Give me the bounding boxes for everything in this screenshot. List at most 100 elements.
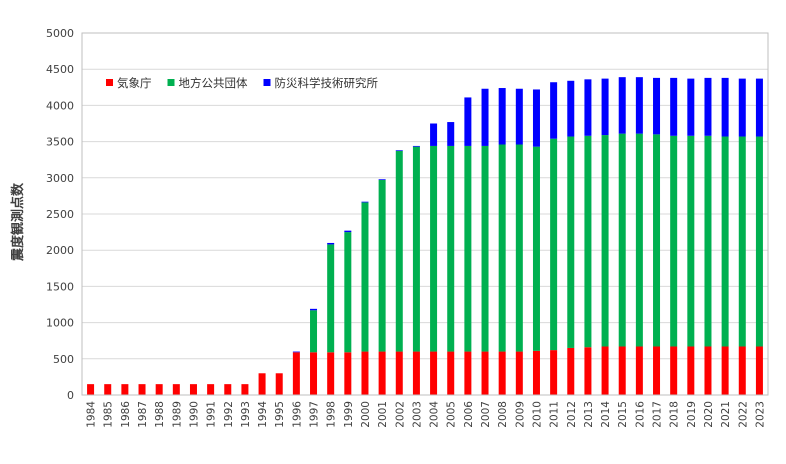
bar-segment bbox=[653, 77, 661, 135]
x-tick-label: 2011 bbox=[549, 401, 561, 428]
bar-segment bbox=[653, 134, 661, 347]
bar-segment bbox=[670, 346, 678, 395]
x-tick-label: 2016 bbox=[634, 401, 646, 428]
bar-segment bbox=[327, 352, 335, 395]
bar-segment bbox=[155, 384, 163, 395]
bar-segment bbox=[687, 346, 695, 395]
x-tick-label: 1989 bbox=[171, 401, 183, 428]
bars bbox=[87, 77, 763, 395]
x-tick-label: 2009 bbox=[514, 401, 526, 428]
bar-segment bbox=[344, 352, 352, 395]
legend-label: 防災科学技術研究所 bbox=[275, 76, 379, 90]
bar-segment bbox=[515, 88, 523, 145]
bar-segment bbox=[601, 346, 609, 395]
x-tick-label: 2015 bbox=[617, 401, 629, 428]
x-tick-label: 2001 bbox=[377, 401, 389, 428]
bar-segment bbox=[361, 202, 369, 352]
bar-segment bbox=[481, 351, 489, 395]
bar-segment bbox=[498, 88, 506, 145]
bar-segment bbox=[430, 145, 438, 352]
bar-segment bbox=[361, 201, 369, 203]
bar-segment bbox=[310, 308, 318, 311]
bar-segment bbox=[498, 144, 506, 352]
bar-segment bbox=[704, 346, 712, 395]
bar-segment bbox=[292, 351, 300, 353]
bar-segment bbox=[584, 347, 592, 395]
x-tick-label: 2002 bbox=[394, 401, 406, 428]
legend-swatch bbox=[263, 79, 271, 86]
bar-segment bbox=[464, 145, 472, 352]
bar-segment bbox=[189, 384, 197, 395]
bar-segment bbox=[704, 77, 712, 136]
bar-segment bbox=[481, 88, 489, 146]
y-tick-label: 2500 bbox=[46, 208, 74, 221]
y-tick-label: 0 bbox=[67, 389, 74, 402]
bar-segment bbox=[292, 352, 300, 395]
y-tick-label: 2000 bbox=[46, 244, 74, 257]
bar-segment bbox=[430, 123, 438, 146]
bar-segment bbox=[327, 242, 335, 245]
x-tick-label: 1999 bbox=[343, 401, 355, 428]
legend-label: 地方公共団体 bbox=[179, 76, 248, 90]
bar-segment bbox=[430, 351, 438, 395]
bar-segment bbox=[104, 384, 112, 395]
bar-segment bbox=[584, 135, 592, 348]
x-axis-ticks: 1984 1985 1986 1987 1988 1989 1990 1991 1992 1993… bbox=[86, 401, 767, 428]
bar-segment bbox=[138, 384, 146, 395]
bar-segment bbox=[687, 78, 695, 136]
bar-segment bbox=[670, 77, 678, 136]
x-tick-label: 1984 bbox=[86, 401, 98, 428]
bar-segment bbox=[738, 78, 746, 137]
x-tick-label: 2010 bbox=[531, 401, 543, 428]
bar-segment bbox=[412, 351, 420, 395]
x-tick-label: 2007 bbox=[480, 401, 492, 428]
y-axis-ticks: 0 500 1000 1500 2000 2500 3000 3500 4000 4500 5000 bbox=[46, 27, 74, 402]
bar-segment bbox=[567, 80, 575, 137]
bar-segment bbox=[550, 350, 558, 395]
legend-label: 気象庁 bbox=[117, 76, 152, 90]
bar-segment bbox=[532, 146, 540, 351]
bar-segment bbox=[498, 351, 506, 395]
bar-segment bbox=[310, 352, 318, 395]
x-tick-label: 1995 bbox=[274, 401, 286, 428]
bar-segment bbox=[532, 350, 540, 395]
y-tick-label: 1000 bbox=[46, 317, 74, 330]
x-tick-label: 2018 bbox=[669, 401, 681, 428]
bar-segment bbox=[532, 89, 540, 147]
bar-segment bbox=[275, 373, 283, 395]
bar-segment bbox=[515, 144, 523, 352]
plot-area-border bbox=[81, 32, 769, 396]
x-tick-label: 2014 bbox=[600, 401, 612, 428]
y-axis-title: 震度観測点数 bbox=[10, 182, 26, 262]
bar-segment bbox=[378, 179, 386, 180]
x-tick-label: 2013 bbox=[583, 401, 595, 428]
bar-segment bbox=[447, 122, 455, 146]
bar-segment bbox=[738, 136, 746, 347]
x-tick-label: 1990 bbox=[188, 401, 200, 428]
bar-segment bbox=[327, 244, 335, 353]
bar-segment bbox=[412, 146, 420, 352]
bar-segment bbox=[601, 135, 609, 347]
legend: 気象庁 地方公共団体 防災科学技術研究所 bbox=[106, 76, 378, 90]
bar-segment bbox=[207, 384, 215, 395]
x-tick-label: 2020 bbox=[703, 401, 715, 428]
y-tick-label: 4000 bbox=[46, 99, 74, 112]
bar-segment bbox=[87, 384, 95, 395]
legend-item: 気象庁 bbox=[106, 76, 152, 90]
x-tick-label: 1991 bbox=[206, 401, 218, 428]
bar-segment bbox=[395, 351, 403, 395]
x-tick-label: 1998 bbox=[326, 401, 338, 428]
bar-segment bbox=[635, 77, 643, 134]
bar-segment bbox=[721, 346, 729, 395]
x-tick-label: 1997 bbox=[309, 401, 321, 428]
bar-segment bbox=[755, 78, 763, 137]
bar-segment bbox=[172, 384, 180, 395]
bar-segment bbox=[361, 351, 369, 395]
bar-segment bbox=[310, 310, 318, 353]
bar-segment bbox=[395, 151, 403, 352]
bar-segment bbox=[395, 150, 403, 152]
bar-segment bbox=[687, 135, 695, 347]
y-tick-label: 5000 bbox=[46, 27, 74, 40]
x-tick-label: 2003 bbox=[411, 401, 423, 428]
